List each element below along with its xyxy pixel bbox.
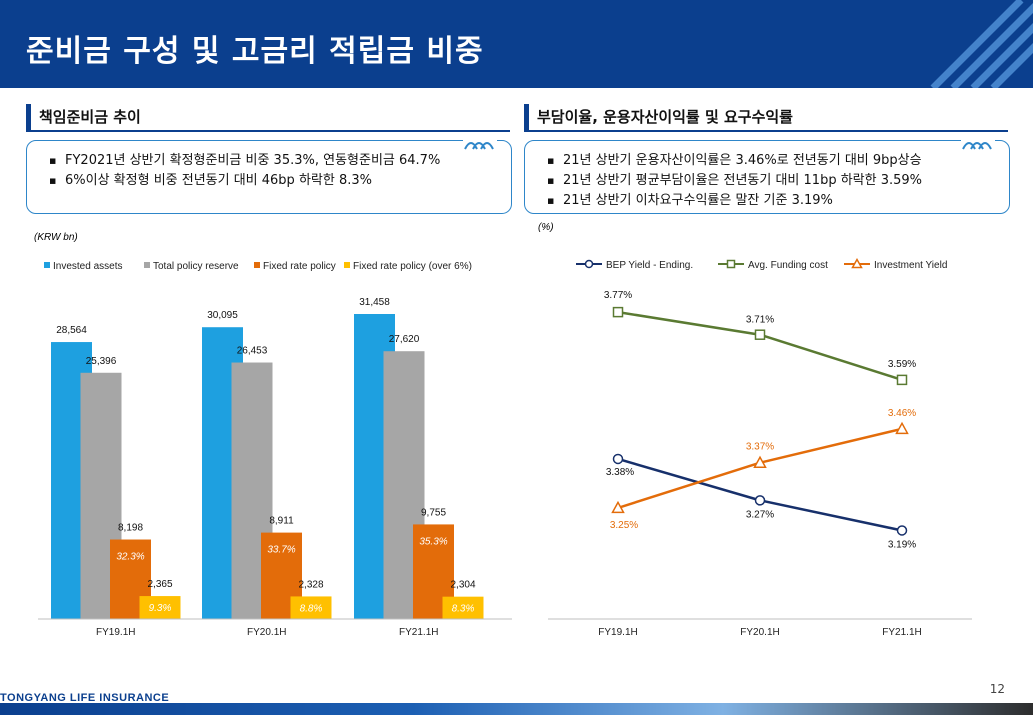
- bar-legend-label: Invested assets: [53, 261, 122, 272]
- bar-x-tick-label: FY21.1H: [399, 627, 438, 638]
- bar-legend-label: Fixed rate policy: [263, 261, 336, 272]
- data-point-label: 3.27%: [746, 509, 774, 520]
- line-x-tick-labels: FY19.1H FY20.1H FY21.1H: [598, 627, 921, 638]
- data-point: [753, 455, 767, 468]
- right-bullet-2: 21년 상반기 평균부담이율은 전년동기 대비 11bp 하락한 3.59%: [547, 171, 995, 191]
- right-bullet-3: 21년 상반기 이차요구수익률은 말잔 기준 3.19%: [547, 191, 995, 211]
- bar-value-label: 25,396: [86, 356, 117, 367]
- data-point: [754, 495, 766, 506]
- bar-value-label: 8,911: [269, 516, 294, 527]
- bar-share-label: 32.3%: [116, 552, 144, 563]
- bar-value-label: 2,328: [298, 579, 323, 590]
- footer-bar: [0, 703, 1033, 715]
- data-point: [611, 500, 625, 514]
- bar-value-label: 9,755: [421, 507, 446, 518]
- data-point: [612, 306, 624, 318]
- bar-x-tick-label: FY19.1H: [96, 627, 135, 638]
- bar-legend-swatch: [344, 262, 350, 268]
- bar: [139, 596, 181, 619]
- data-point-label: 3.59%: [888, 359, 916, 370]
- data-point-label: 3.19%: [888, 539, 916, 550]
- wave-logo-icon: [961, 135, 995, 153]
- wave-logo-icon: [463, 135, 497, 153]
- line-legend-marker: [726, 259, 736, 269]
- data-point: [896, 525, 908, 536]
- line-legend-marker: [584, 259, 594, 269]
- bar-unit-label: (KRW bn): [34, 232, 78, 243]
- left-section-heading: 책임준비금 추이: [26, 104, 141, 130]
- bar-value-label: 31,458: [359, 297, 390, 308]
- line-unit-label: (%): [538, 222, 554, 233]
- data-point-label: 3.37%: [746, 442, 774, 453]
- data-point-label: 3.71%: [746, 315, 774, 326]
- right-summary-box: 21년 상반기 운용자산이익률은 3.46%로 전년동기 대비 9bp상승 21…: [524, 135, 1010, 214]
- bar-value-label: 2,365: [147, 579, 172, 590]
- bar: [290, 596, 332, 619]
- line-legend-marker: [851, 257, 863, 269]
- bar-value-label: 8,198: [118, 523, 143, 534]
- right-heading-divider: [524, 130, 1008, 132]
- bar-value-label: 2,304: [450, 580, 475, 591]
- page-number: 12: [989, 682, 1005, 696]
- yield-line-chart: (%) BEP Yield - Ending. Avg. Funding cost…: [538, 222, 972, 638]
- company-logo-text: TONGYANG LIFE INSURANCE: [0, 692, 170, 704]
- bar-share-label: 9.3%: [149, 603, 172, 614]
- left-summary-box: FY2021년 상반기 확정형준비금 비중 35.3%, 연동형준비금 64.7…: [26, 135, 512, 214]
- bar-value-label: 28,564: [56, 325, 87, 336]
- line-legend: BEP Yield - Ending. Avg. Funding cost Inve…: [576, 257, 947, 271]
- line-x-tick-label: FY20.1H: [740, 627, 779, 638]
- data-point-label: 3.46%: [888, 408, 916, 419]
- right-section-heading: 부담이율, 운용자산이익률 및 요구수익률: [524, 104, 793, 130]
- bar-value-label: 27,620: [389, 334, 420, 345]
- bar-share-label: 35.3%: [419, 536, 447, 547]
- bar-value-label: 26,453: [237, 346, 268, 357]
- data-point-label: 3.77%: [604, 290, 632, 301]
- line-x-tick-label: FY19.1H: [598, 627, 637, 638]
- line-x-tick-label: FY21.1H: [882, 627, 921, 638]
- bar-share-label: 8.8%: [300, 603, 323, 614]
- left-heading-divider: [26, 130, 510, 132]
- reserve-bar-chart: (KRW bn) Invested assets Total policy res…: [34, 232, 512, 638]
- data-point: [895, 421, 909, 435]
- page-title: 준비금 구성 및 고금리 적립금 비중: [26, 34, 484, 69]
- bar-marks: 28,564 25,396 8,198 32.3% 2,365 9.3% 30,095 26,…: [51, 297, 484, 619]
- data-point: [896, 374, 908, 386]
- data-point-label: 3.25%: [610, 520, 638, 531]
- data-point: [612, 453, 624, 465]
- line-marks: 3.38% 3.27% 3.19% 3.77% 3.71% 3.59% 3.25% 3.37%…: [604, 290, 916, 550]
- left-bullet-1: FY2021년 상반기 확정형준비금 비중 35.3%, 연동형준비금 64.7…: [49, 151, 497, 171]
- bar-legend-swatch: [254, 262, 260, 268]
- bar-legend-swatch: [144, 262, 150, 268]
- brand-stripes-icon: [930, 0, 1033, 88]
- bar: [442, 596, 484, 619]
- bar-share-label: 33.7%: [267, 545, 295, 556]
- right-bullet-1: 21년 상반기 운용자산이익률은 3.46%로 전년동기 대비 9bp상승: [547, 151, 995, 171]
- bar-x-tick-labels: FY19.1H FY20.1H FY21.1H: [96, 627, 438, 638]
- line-legend-label: Avg. Funding cost: [748, 260, 828, 271]
- data-point-label: 3.38%: [606, 467, 634, 478]
- line-legend-label: Investment Yield: [874, 260, 947, 271]
- bar-legend: Invested assets Total policy reserve Fixed…: [44, 261, 472, 272]
- bar-legend-swatch: [44, 262, 50, 268]
- bar-legend-label: Fixed rate policy (over 6%): [353, 261, 472, 272]
- bar-share-label: 8.3%: [452, 604, 475, 615]
- line-legend-label: BEP Yield - Ending.: [606, 260, 693, 271]
- title-bar: 준비금 구성 및 고금리 적립금 비중: [0, 0, 1033, 88]
- bar-x-tick-label: FY20.1H: [247, 627, 286, 638]
- bar-legend-label: Total policy reserve: [153, 261, 239, 272]
- data-point: [754, 329, 766, 340]
- left-bullet-2: 6%이상 확정형 비중 전년동기 대비 46bp 하락한 8.3%: [49, 171, 497, 191]
- bar-value-label: 30,095: [207, 310, 238, 321]
